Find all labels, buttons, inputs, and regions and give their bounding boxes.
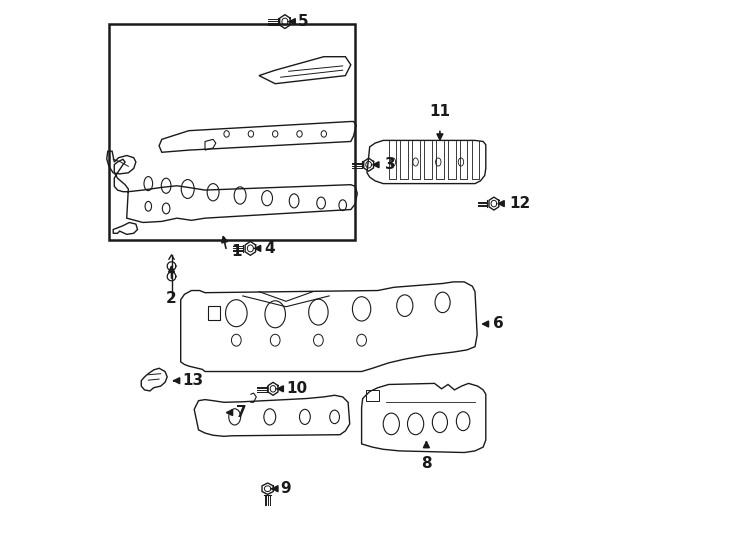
Bar: [208, 306, 219, 320]
Text: 13: 13: [182, 373, 203, 388]
Text: 8: 8: [421, 456, 432, 471]
Text: 11: 11: [429, 104, 451, 119]
Text: 6: 6: [493, 316, 504, 332]
Text: 12: 12: [509, 196, 531, 211]
Text: 4: 4: [264, 241, 275, 256]
Text: 1: 1: [231, 244, 241, 259]
Text: 10: 10: [286, 381, 307, 396]
Bar: [366, 390, 379, 401]
Text: 3: 3: [385, 157, 396, 172]
Bar: [109, 24, 355, 240]
Text: 9: 9: [280, 481, 291, 496]
Text: 5: 5: [298, 14, 308, 29]
Text: 7: 7: [236, 405, 247, 420]
Text: 2: 2: [166, 291, 177, 306]
